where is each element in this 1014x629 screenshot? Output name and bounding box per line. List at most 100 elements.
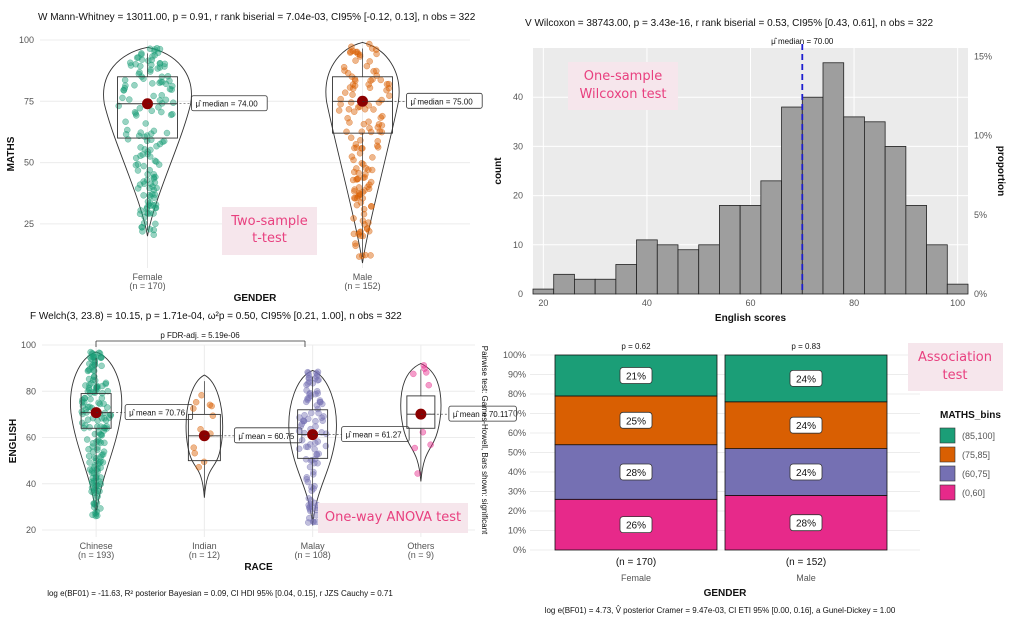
data-point <box>150 171 158 178</box>
x-tick-n-label: (n = 12) <box>189 550 220 560</box>
data-point <box>305 371 313 379</box>
x-tick-label: Malay <box>301 541 326 551</box>
data-point <box>365 219 372 226</box>
subtitle: V Wilcoxon = 38743.00, p = 3.43e-16, r r… <box>525 18 933 29</box>
right-axis-label: Pairwise test: Games-Howell, Bars shown:… <box>480 346 489 535</box>
data-point <box>154 49 162 57</box>
data-point <box>353 165 360 172</box>
data-point <box>312 417 319 425</box>
data-point <box>357 137 364 144</box>
data-point <box>317 398 324 406</box>
segment-label: 28% <box>626 468 646 479</box>
data-point <box>146 225 154 233</box>
data-point <box>191 449 199 457</box>
data-point <box>206 401 214 409</box>
y-tick-label: 50% <box>508 448 526 458</box>
y-tick-label: 100 <box>19 35 34 45</box>
data-point <box>198 391 205 399</box>
segment-label-box <box>789 463 823 481</box>
data-point <box>310 471 317 478</box>
histogram-bar <box>739 205 762 295</box>
data-point <box>78 399 86 406</box>
data-point <box>91 430 99 438</box>
y-tick-label: 40% <box>508 467 526 477</box>
data-point <box>153 184 160 192</box>
y-tick-label: 75 <box>24 96 34 106</box>
data-point <box>349 81 357 88</box>
data-point <box>141 180 148 187</box>
segment-label-box <box>619 516 653 534</box>
note-badge <box>568 62 678 110</box>
x-tick-label: Others <box>407 541 435 551</box>
violin-indian <box>185 374 224 498</box>
data-point <box>311 445 318 453</box>
data-point <box>134 167 142 174</box>
data-point <box>156 45 164 53</box>
data-point <box>303 381 310 389</box>
data-point <box>90 500 98 507</box>
data-point <box>164 72 172 80</box>
data-point <box>158 92 165 99</box>
histogram-bar <box>698 244 720 295</box>
data-point <box>161 60 169 68</box>
data-point <box>341 67 348 74</box>
y-tick-label: 60% <box>508 428 526 438</box>
note-text: t-test <box>252 231 287 246</box>
data-point <box>358 145 365 152</box>
x-tick-n-label: (n = 193) <box>78 550 114 560</box>
data-point <box>98 415 106 422</box>
data-point <box>91 389 99 397</box>
segment-label-box <box>789 369 823 387</box>
data-point <box>310 485 317 492</box>
data-point <box>350 230 358 238</box>
data-point <box>156 79 163 87</box>
legend-swatch <box>939 484 956 501</box>
histogram-bar <box>801 96 824 295</box>
data-point <box>383 80 391 88</box>
data-point <box>124 126 131 134</box>
data-point <box>335 107 343 114</box>
data-point <box>298 436 306 444</box>
segment-label-box <box>789 514 823 532</box>
data-point <box>90 353 98 360</box>
x-tick-label: Chinese <box>80 541 113 551</box>
data-point <box>143 204 151 211</box>
data-point <box>419 428 427 436</box>
histogram-bar <box>636 239 658 295</box>
histogram-bar <box>553 273 575 295</box>
segment-label-box <box>619 367 653 384</box>
data-point <box>322 430 330 438</box>
x-tick-n-label: (n = 170) <box>129 281 165 291</box>
data-point <box>86 423 93 431</box>
legend-label: (0,60] <box>962 488 985 498</box>
data-point <box>367 128 375 136</box>
data-point <box>363 62 371 70</box>
data-point <box>304 443 312 451</box>
note-badge <box>318 503 468 533</box>
note-text: One-way ANOVA test <box>325 510 461 525</box>
data-point <box>304 395 311 402</box>
data-point <box>99 451 107 458</box>
data-point <box>354 50 362 58</box>
data-point <box>305 495 313 502</box>
segment-label-box <box>619 411 653 429</box>
data-point <box>121 76 129 84</box>
y-axis-label: count <box>493 157 504 185</box>
data-point <box>82 382 89 389</box>
histogram-bar <box>532 288 555 295</box>
data-point <box>158 108 165 116</box>
data-point <box>126 96 133 103</box>
data-point <box>97 354 105 362</box>
data-point <box>190 405 197 412</box>
data-point <box>314 371 321 378</box>
group-label: μ̂ mean = 70.76 <box>129 409 186 418</box>
y-right-tick-label: 10% <box>974 131 992 141</box>
data-point <box>367 252 374 259</box>
data-point <box>122 130 130 138</box>
data-point <box>374 144 382 151</box>
data-point <box>306 506 314 513</box>
data-point <box>348 43 355 51</box>
data-point <box>306 463 314 471</box>
y-tick-label: 30% <box>508 487 526 497</box>
data-point <box>369 154 376 161</box>
